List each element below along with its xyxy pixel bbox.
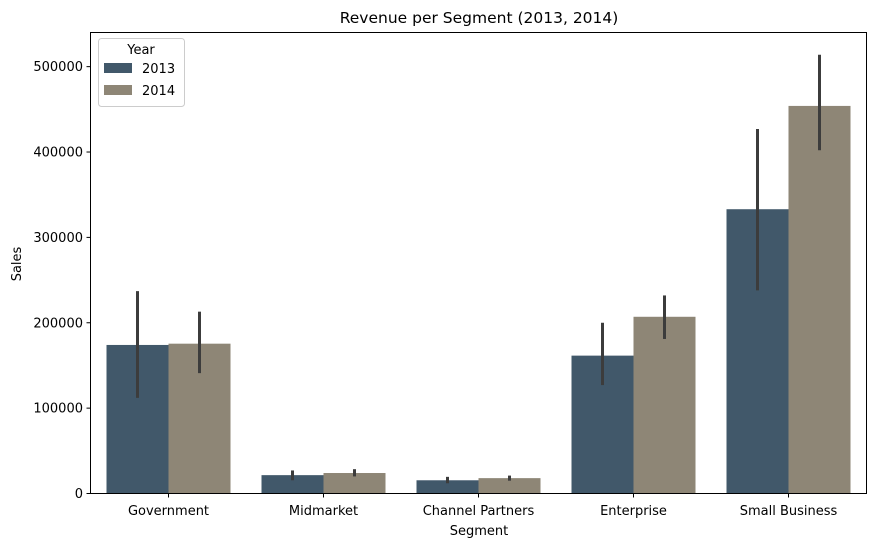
y-tick-label: 300000 — [33, 231, 83, 246]
x-tick-label: Channel Partners — [423, 504, 535, 519]
x-tick-label: Enterprise — [600, 504, 667, 519]
bar-2014-4 — [788, 105, 851, 494]
bars-layer — [106, 105, 851, 494]
x-tick-label: Government — [128, 504, 209, 519]
y-axis-ticks: 0 100000 200000 300000 400000 500000 — [33, 60, 91, 502]
chart-title: Revenue per Segment (2013, 2014) — [340, 9, 619, 27]
y-tick-label: 100000 — [33, 402, 83, 417]
y-axis-label: Sales — [10, 246, 25, 281]
x-tick-label: Midmarket — [289, 504, 358, 519]
legend-title: Year — [126, 43, 155, 58]
legend-label-2013: 2013 — [142, 62, 175, 77]
legend: Year 2013 2014 — [98, 38, 185, 107]
legend-swatch-2013 — [104, 63, 132, 73]
y-tick-label: 0 — [75, 487, 83, 502]
bar-2014-1 — [323, 473, 386, 494]
error-bars-layer — [136, 54, 821, 484]
bar-2013-2 — [416, 480, 479, 494]
legend-swatch-2014 — [104, 85, 132, 95]
bar-2014-2 — [478, 478, 541, 494]
bar-2014-3 — [633, 316, 696, 494]
y-tick-label: 200000 — [33, 316, 83, 331]
x-axis-label: Segment — [450, 524, 509, 539]
y-tick-label: 400000 — [33, 146, 83, 161]
legend-entries: 2013 2014 — [104, 62, 175, 99]
y-tick-label: 500000 — [33, 60, 83, 75]
bar-2013-1 — [261, 475, 324, 494]
x-axis-ticks: Government Midmarket Channel Partners Enter… — [128, 493, 838, 519]
x-tick-label: Small Business — [740, 504, 838, 519]
legend-label-2014: 2014 — [142, 84, 175, 99]
